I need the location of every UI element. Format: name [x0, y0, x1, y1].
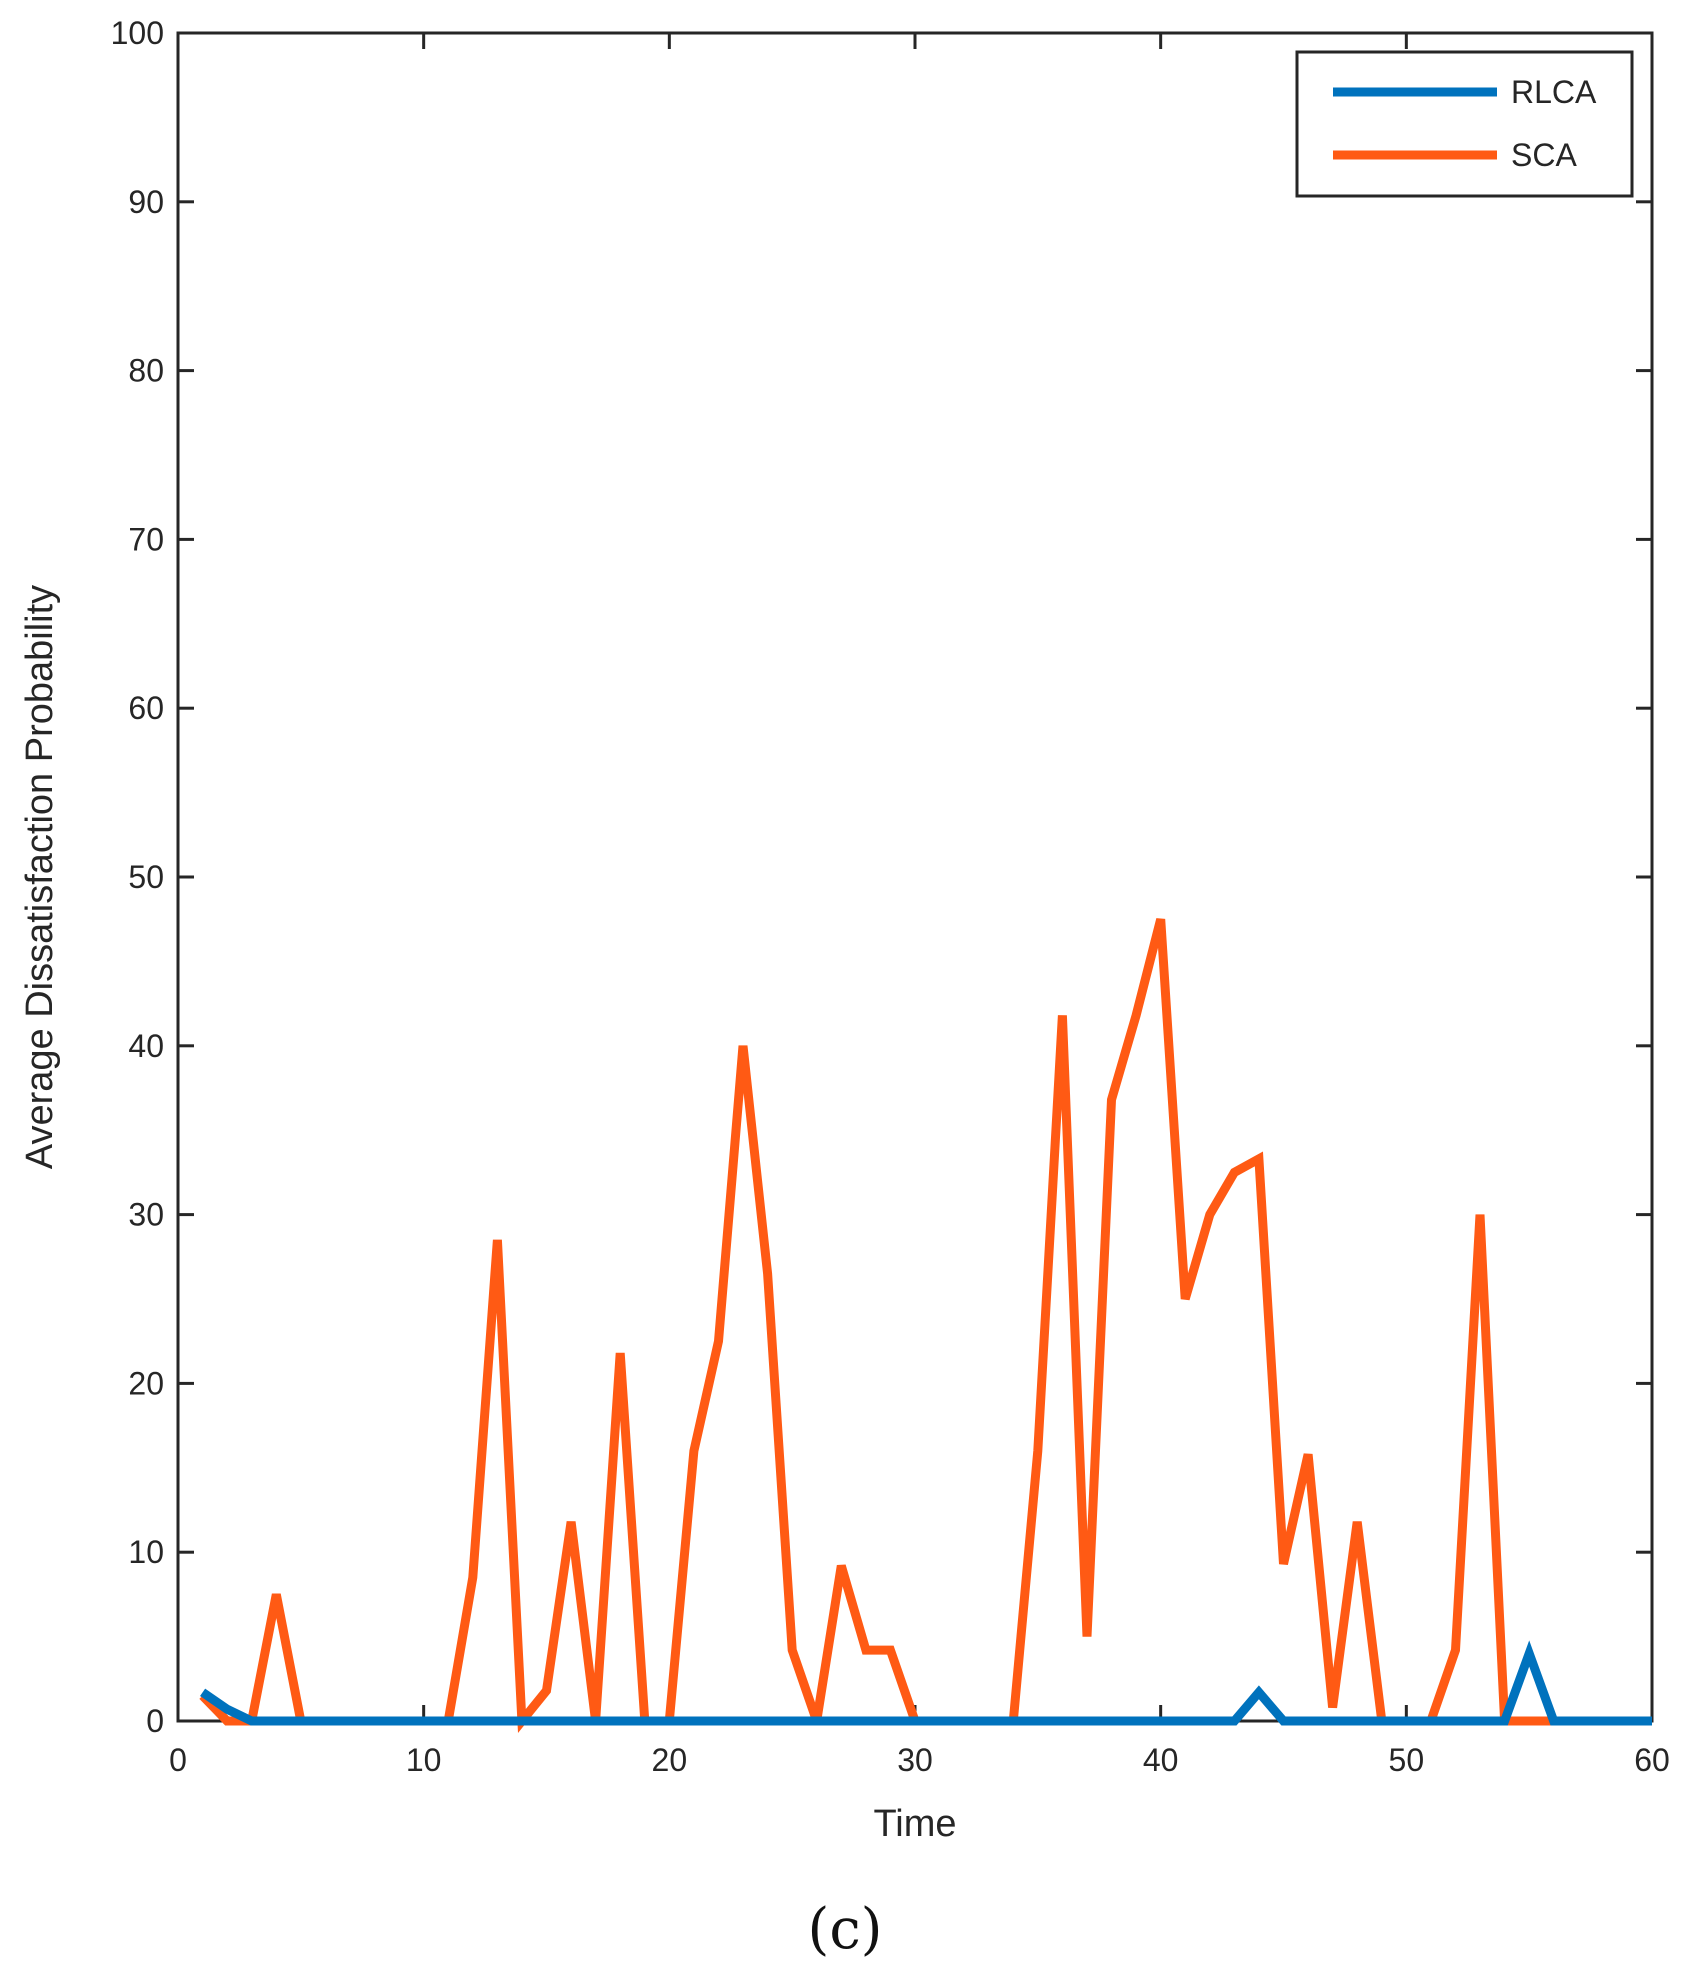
y-tick-label: 90 — [128, 184, 164, 220]
x-tick-label: 0 — [169, 1742, 187, 1778]
figure-caption: (c) — [807, 1897, 882, 1962]
legend: RLCA SCA — [1295, 50, 1634, 198]
y-tick-label: 70 — [128, 521, 164, 557]
x-tick-label: 30 — [897, 1742, 933, 1778]
y-axis-title: Average Dissatisfaction Probability — [19, 585, 61, 1169]
legend-label-rlca: RLCA — [1511, 74, 1597, 110]
y-tick-label: 40 — [128, 1028, 164, 1064]
x-tick-label: 20 — [652, 1742, 688, 1778]
x-axis: 0 10 20 30 40 50 60 — [169, 33, 1670, 1778]
y-tick-label: 80 — [128, 353, 164, 389]
x-tick-label: 10 — [406, 1742, 442, 1778]
y-tick-label: 10 — [128, 1534, 164, 1570]
series-layer — [199, 918, 1652, 1733]
y-tick-label: 100 — [111, 15, 164, 51]
legend-label-sca: SCA — [1511, 137, 1577, 173]
x-axis-title: Time — [873, 1803, 956, 1845]
y-tick-label: 60 — [128, 690, 164, 726]
series-line-rlca — [200, 1640, 1652, 1726]
y-tick-label: 0 — [146, 1703, 164, 1739]
y-axis: 0 10 20 30 40 50 60 70 80 90 100 — [111, 15, 1652, 1739]
legend-box — [1295, 50, 1634, 198]
y-tick-label: 50 — [128, 859, 164, 895]
y-tick-label: 20 — [128, 1365, 164, 1401]
plot-frame — [176, 31, 1654, 1723]
x-tick-label: 60 — [1634, 1742, 1670, 1778]
x-tick-label: 50 — [1389, 1742, 1425, 1778]
y-tick-label: 30 — [128, 1197, 164, 1233]
plot-area — [176, 31, 1654, 1723]
x-tick-label: 40 — [1143, 1742, 1179, 1778]
